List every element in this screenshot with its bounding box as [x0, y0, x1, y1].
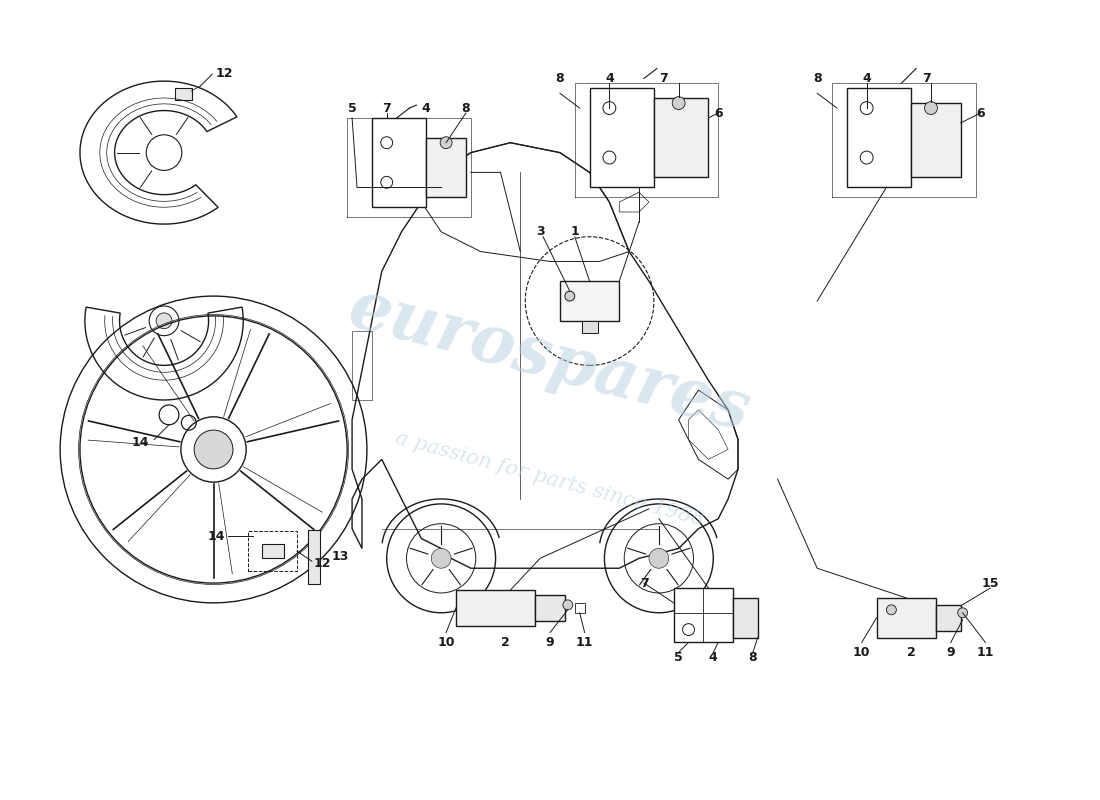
Text: 8: 8: [749, 650, 757, 664]
Text: 11: 11: [576, 636, 593, 649]
Circle shape: [194, 430, 233, 469]
Circle shape: [672, 97, 685, 110]
Text: 1: 1: [571, 226, 579, 238]
Bar: [911, 103, 960, 178]
Bar: [877, 598, 936, 638]
Text: 2: 2: [502, 636, 509, 649]
Text: 3: 3: [536, 226, 544, 238]
Circle shape: [649, 549, 669, 568]
Text: 12: 12: [216, 66, 233, 80]
Circle shape: [887, 605, 896, 614]
Bar: [847, 88, 911, 187]
Text: 2: 2: [906, 646, 915, 659]
Text: 4: 4: [708, 650, 717, 664]
Bar: [574, 603, 584, 613]
Circle shape: [925, 102, 937, 114]
Bar: [427, 138, 466, 197]
Circle shape: [156, 313, 172, 329]
Text: 8: 8: [813, 72, 822, 85]
Circle shape: [958, 608, 968, 618]
Text: 7: 7: [659, 72, 668, 85]
Text: 14: 14: [207, 530, 224, 543]
Text: 7: 7: [639, 577, 648, 590]
Text: 6: 6: [976, 106, 984, 119]
Bar: [263, 544, 284, 558]
Text: 5: 5: [348, 102, 356, 114]
Text: 9: 9: [546, 636, 554, 649]
Text: 8: 8: [462, 102, 470, 114]
Text: 11: 11: [977, 646, 994, 659]
Text: 4: 4: [422, 102, 431, 114]
Text: a passion for parts since 1988: a passion for parts since 1988: [394, 429, 706, 530]
Bar: [456, 590, 536, 626]
Text: 7: 7: [922, 72, 931, 85]
Text: 5: 5: [674, 650, 683, 664]
Circle shape: [563, 600, 573, 610]
Text: 4: 4: [862, 72, 871, 85]
Circle shape: [440, 137, 452, 149]
Bar: [936, 605, 960, 630]
Text: 10: 10: [852, 646, 870, 659]
Bar: [653, 98, 708, 178]
Text: 6: 6: [714, 106, 723, 119]
Text: eurospares: eurospares: [342, 276, 758, 446]
Bar: [536, 595, 564, 621]
Text: 14: 14: [132, 436, 150, 449]
Text: 7: 7: [383, 102, 392, 114]
Circle shape: [564, 291, 574, 301]
Text: 12: 12: [314, 557, 331, 570]
Text: 15: 15: [981, 577, 999, 590]
Text: 4: 4: [605, 72, 614, 85]
Bar: [560, 282, 619, 321]
Text: 9: 9: [946, 646, 955, 659]
Bar: [582, 321, 597, 333]
Bar: [308, 530, 320, 584]
Bar: [372, 118, 427, 207]
Bar: [175, 88, 192, 100]
Text: 13: 13: [331, 550, 349, 563]
Bar: [590, 88, 653, 187]
Bar: [673, 588, 733, 642]
Bar: [248, 531, 297, 571]
Bar: [733, 598, 758, 638]
Circle shape: [431, 549, 451, 568]
Text: 10: 10: [438, 636, 454, 649]
Text: 8: 8: [556, 72, 564, 85]
